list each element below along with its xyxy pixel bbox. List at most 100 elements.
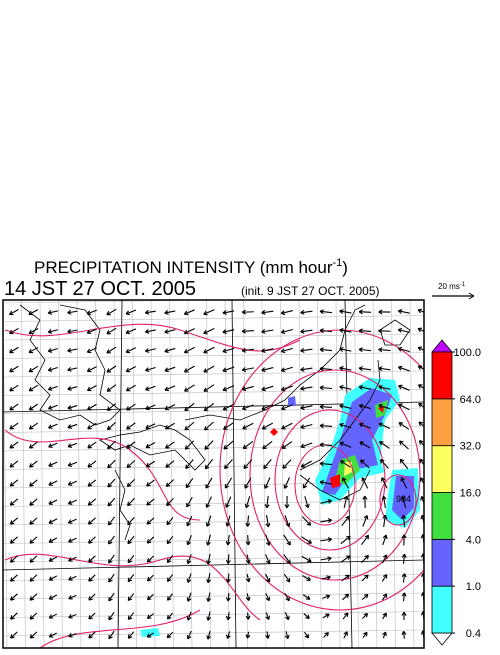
title-text: PRECIPITATION INTENSITY (mm hour (34, 258, 333, 277)
wind-arrow (29, 479, 38, 487)
grid-line (3, 352, 424, 359)
grid-line (95, 300, 100, 648)
init-time: (init. 9 JST 27 OCT. 2005) (241, 284, 380, 298)
wind-arrow (401, 592, 407, 602)
wind-arrow (280, 347, 293, 354)
coast-continent (19, 304, 121, 426)
wind-arrow (67, 461, 78, 467)
wind-arrow (300, 328, 313, 334)
wind-arrow (28, 403, 39, 411)
wind-arrow (205, 515, 212, 527)
wind-arrow (284, 495, 290, 509)
colorbar-box (431, 492, 453, 540)
wind-arrow (88, 612, 96, 620)
wind-arrow (320, 556, 332, 562)
wind-arrow (146, 536, 155, 544)
wind-arrow (203, 346, 215, 354)
wind-arrow (300, 386, 313, 391)
wind-arrow (9, 555, 18, 563)
wind-arrow (342, 612, 349, 620)
wind-arrow (339, 403, 352, 409)
wind-arrow (339, 460, 351, 468)
wind-arrow (321, 575, 331, 581)
grid-line (3, 611, 424, 618)
wind-arrow (9, 327, 19, 335)
wind-arrow (164, 310, 176, 315)
wind-arrow (145, 385, 156, 392)
wind-arrow (399, 440, 409, 450)
wind-arrow (224, 459, 233, 470)
wind-arrow (378, 328, 391, 334)
wind-arrow (47, 329, 58, 334)
wind-arrow (107, 459, 116, 469)
wind-arrow (166, 516, 174, 526)
wind-arrow (127, 631, 135, 639)
wind-arrow (241, 347, 255, 353)
wind-arrow (397, 365, 410, 372)
wind-arrow (28, 384, 39, 392)
wind-arrow (29, 631, 38, 639)
wind-arrow (378, 403, 391, 410)
grid-line (298, 300, 304, 648)
wind-arrow (10, 574, 18, 582)
coast-japan (299, 359, 381, 471)
reference-vector-label: 20 ms-1 (438, 282, 466, 291)
contour (249, 369, 421, 581)
wind-arrow (183, 365, 195, 373)
grid-line (3, 370, 424, 378)
wind-arrow (242, 422, 254, 430)
grid-line (3, 500, 424, 507)
wind-arrow (166, 535, 174, 545)
wind-arrow (145, 460, 156, 468)
wind-arrow (144, 328, 156, 334)
wind-arrow (225, 612, 231, 621)
wind-arrow (401, 553, 407, 564)
wind-arrow (282, 459, 292, 469)
wind-arrow (280, 328, 293, 335)
map: 984 (3, 300, 424, 648)
precip-intense (344, 462, 352, 476)
wind-arrow (68, 556, 77, 562)
colorbar-under (431, 632, 453, 646)
wind-arrow (29, 460, 38, 468)
wind-arrow (88, 631, 96, 639)
wind-arrow (362, 631, 368, 639)
wind-arrow (205, 496, 212, 508)
wind-arrow (382, 612, 387, 620)
wind-arrow (361, 554, 369, 563)
contour (379, 474, 417, 526)
wind-arrow (183, 328, 195, 335)
wind-arrow (206, 630, 212, 640)
wind-arrow (185, 459, 194, 470)
wind-arrow (206, 573, 212, 584)
wind-arrow (341, 477, 349, 489)
colorbar-box (431, 445, 453, 493)
wind-arrow (29, 498, 38, 506)
wind-arrow (165, 441, 175, 449)
wind-arrow (28, 441, 38, 449)
wind-arrow (68, 594, 77, 600)
wind-arrow (261, 422, 274, 430)
wind-arrow (125, 328, 137, 335)
wind-arrow (9, 536, 18, 544)
wind-arrow (339, 366, 352, 371)
wind-arrow (127, 554, 135, 564)
wind-arrow (47, 348, 58, 353)
coast-korea (99, 424, 206, 471)
wind-arrow (86, 309, 98, 316)
wind-arrow (184, 440, 195, 450)
wind-arrow (107, 478, 116, 488)
wind-arrow (222, 329, 235, 335)
wind-arrow (223, 440, 234, 450)
wind-arrow (362, 514, 369, 527)
wind-arrow (261, 385, 274, 392)
wind-arrow (184, 384, 195, 392)
wind-arrow (28, 309, 39, 316)
wind-arrow (224, 477, 233, 489)
wind-arrow (47, 309, 58, 315)
wind-arrow (401, 573, 407, 583)
wind-arrow (262, 440, 273, 450)
wind-arrow (361, 574, 369, 582)
coast-japan-south (299, 469, 371, 501)
colorbar: 0.4 1.0 4.0 16.0 32.0 64.0 100.0 (431, 339, 481, 646)
